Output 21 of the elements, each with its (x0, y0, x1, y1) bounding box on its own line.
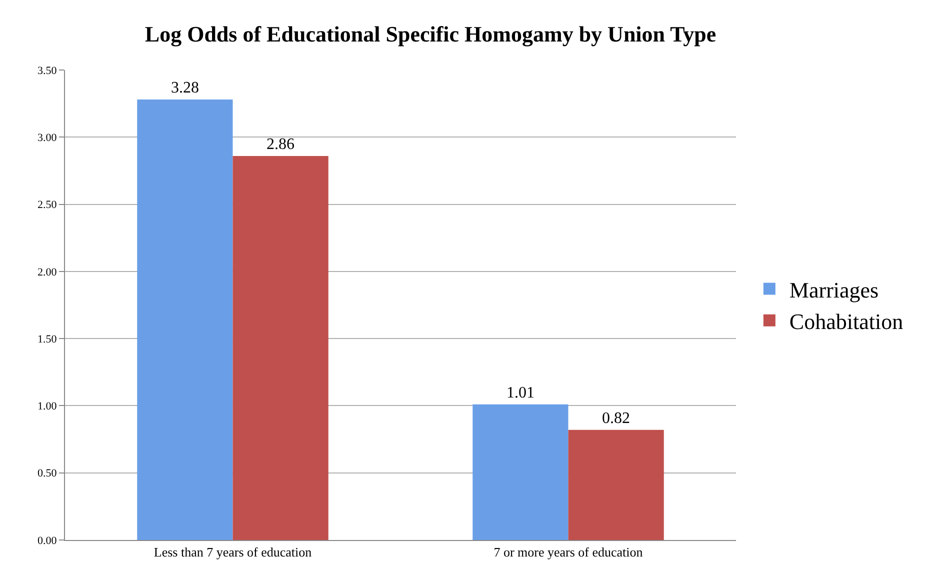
data-label: 1.01 (506, 384, 534, 402)
legend-label: Marriages (789, 277, 879, 302)
y-tick-label: 0.00 (38, 534, 58, 547)
y-tick-label: 3.50 (38, 64, 58, 77)
legend-label: Cohabitation (789, 308, 904, 334)
bar (137, 100, 233, 540)
y-tick-label: 3.00 (38, 132, 58, 144)
y-tick-label: 0.50 (38, 468, 58, 480)
data-label: 0.82 (602, 410, 630, 427)
data-label: 2.86 (266, 136, 295, 153)
y-tick-label: 1.50 (38, 333, 58, 346)
data-label: 3.28 (170, 80, 199, 97)
bar (568, 430, 664, 540)
x-tick-label: Less than 7 years of education (154, 544, 312, 560)
y-tick-label: 2.00 (38, 266, 58, 278)
bar (472, 404, 568, 540)
y-tick-label: 1.00 (38, 400, 58, 413)
y-tick-label: 2.50 (38, 199, 58, 212)
bar (232, 156, 328, 540)
chart-title: Log Odds of Educational Specific Homogamy by Union Type (144, 22, 716, 46)
x-tick-label: 7 or more years of education (494, 544, 644, 560)
